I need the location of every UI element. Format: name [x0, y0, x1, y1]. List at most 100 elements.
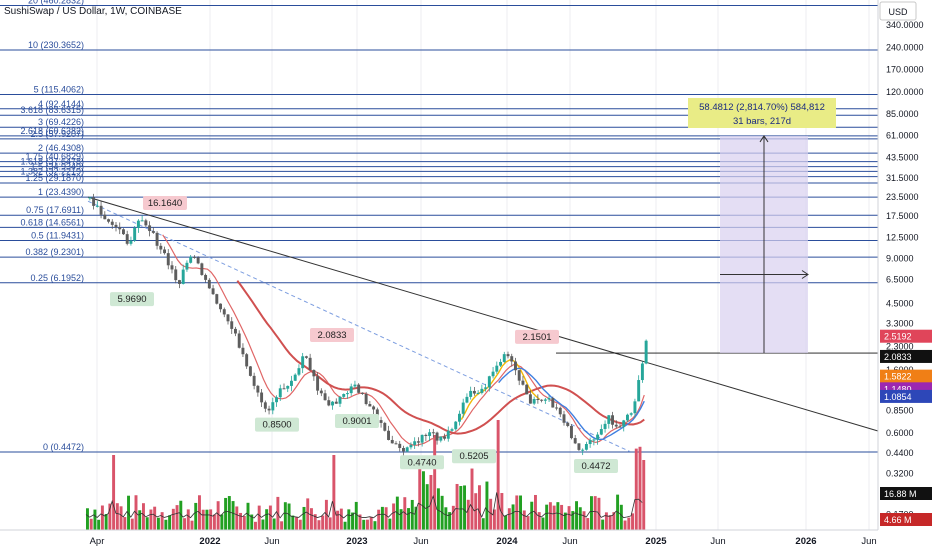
volume-bar: [313, 514, 317, 530]
volume-bar: [373, 521, 377, 530]
volume-bar: [511, 504, 515, 530]
candle-body: [405, 447, 409, 452]
time-tick-label: Jun: [710, 536, 725, 547]
volume-bar: [552, 505, 556, 530]
candle-body: [196, 257, 200, 264]
price-tick-label: 61.0000: [886, 131, 919, 141]
candle-body: [439, 436, 443, 441]
price-badge: [880, 513, 932, 526]
volume-bar: [563, 512, 567, 530]
volume-bar: [418, 462, 422, 530]
price-annotation: 5.9690: [110, 292, 154, 307]
volume-bar: [302, 506, 306, 530]
price-tick-label: 0.3200: [886, 469, 914, 479]
annotation-box: [574, 459, 618, 473]
candle-body: [185, 262, 189, 270]
candle-body: [532, 398, 536, 404]
candle-body: [256, 385, 260, 393]
volume-bar: [246, 502, 250, 530]
candle-body: [278, 388, 282, 398]
volume-bar: [115, 503, 119, 530]
trendline-dashed: [87, 200, 631, 453]
fib-level-label: 5 (115.4062): [34, 84, 84, 94]
annotation-label: 0.9001: [342, 416, 371, 427]
volume-bar: [451, 505, 455, 530]
candle-body: [144, 220, 148, 226]
measure-label-line1: 58.4812 (2,814.70%) 584,812: [699, 102, 825, 113]
volume-bar: [470, 468, 474, 530]
volume-bar: [582, 511, 586, 530]
price-annotation: 0.8500: [255, 417, 299, 432]
candle-body: [484, 387, 488, 389]
volume-bar: [336, 510, 340, 530]
candle-body: [454, 421, 458, 430]
volume-bar: [235, 506, 239, 530]
volume-bar: [104, 514, 108, 530]
candle-body: [192, 256, 196, 258]
volume-bar: [358, 514, 362, 530]
volume-bar: [295, 517, 298, 530]
measure-arrow-head: [801, 270, 809, 279]
candle-body: [148, 225, 152, 232]
volume-bar: [332, 455, 336, 530]
price-tick-label: 4.5000: [886, 298, 914, 308]
candle-body: [99, 205, 103, 215]
volume-bar: [142, 503, 145, 530]
volume-bar: [481, 518, 485, 530]
candle-body: [353, 384, 357, 387]
candle-body: [614, 424, 618, 427]
candle-body: [573, 438, 577, 444]
annotation-label: 0.8500: [262, 420, 291, 431]
candle-body: [316, 376, 320, 391]
volume-bar: [515, 495, 519, 530]
fib-level-label: 0.25 (6.1952): [30, 273, 84, 283]
ma-yellow-line: [460, 359, 541, 420]
volume-bar: [448, 512, 452, 530]
volume-ma-line: [85, 492, 643, 519]
volume-bar: [425, 484, 429, 530]
price-badge-label: 2.0833: [884, 352, 912, 362]
fib-level-label: 1.618 (37.6478): [20, 157, 84, 167]
annotation-label: 2.1501: [522, 332, 551, 343]
candle-body: [103, 214, 107, 220]
volume-bar: [567, 506, 571, 530]
price-annotation: 2.0833: [310, 327, 354, 342]
volume-bar: [489, 498, 493, 530]
candle-body: [222, 309, 226, 315]
candle-body: [271, 402, 275, 411]
price-badge-label: 1.0854: [884, 392, 912, 402]
volume-bar: [507, 508, 511, 530]
fib-level-label: 2.618 (60.6382): [20, 126, 84, 136]
candle-body: [543, 399, 547, 401]
volume-bar: [634, 448, 638, 530]
volume-bar: [627, 517, 631, 530]
volume-bar: [407, 508, 410, 530]
candle-body: [166, 253, 170, 266]
candle-body: [465, 396, 469, 403]
candle-body: [319, 390, 323, 394]
candle-body: [237, 333, 241, 348]
annotation-label: 0.5205: [459, 451, 488, 462]
ma-fast-line: [162, 234, 645, 446]
price-tick-label: 12.5000: [886, 233, 919, 243]
candle-body: [510, 356, 514, 362]
candle-body: [495, 365, 499, 372]
candle-body: [290, 380, 293, 386]
fib-level-label: 1 (23.4390): [38, 187, 84, 197]
volume-bar: [216, 501, 220, 530]
candle-body: [443, 436, 446, 439]
candle-body: [155, 232, 159, 246]
candle-body: [640, 363, 644, 381]
annotation-label: 0.4740: [407, 457, 436, 468]
volume-bar: [537, 512, 541, 530]
volume-bar: [504, 515, 508, 530]
annotation-label: 0.4472: [581, 461, 610, 472]
candle-body: [204, 274, 208, 280]
volume-bar: [153, 506, 157, 530]
candle-body: [592, 439, 596, 441]
volume-bar: [369, 516, 373, 530]
candle-body: [622, 420, 626, 427]
candle-body: [174, 269, 178, 281]
